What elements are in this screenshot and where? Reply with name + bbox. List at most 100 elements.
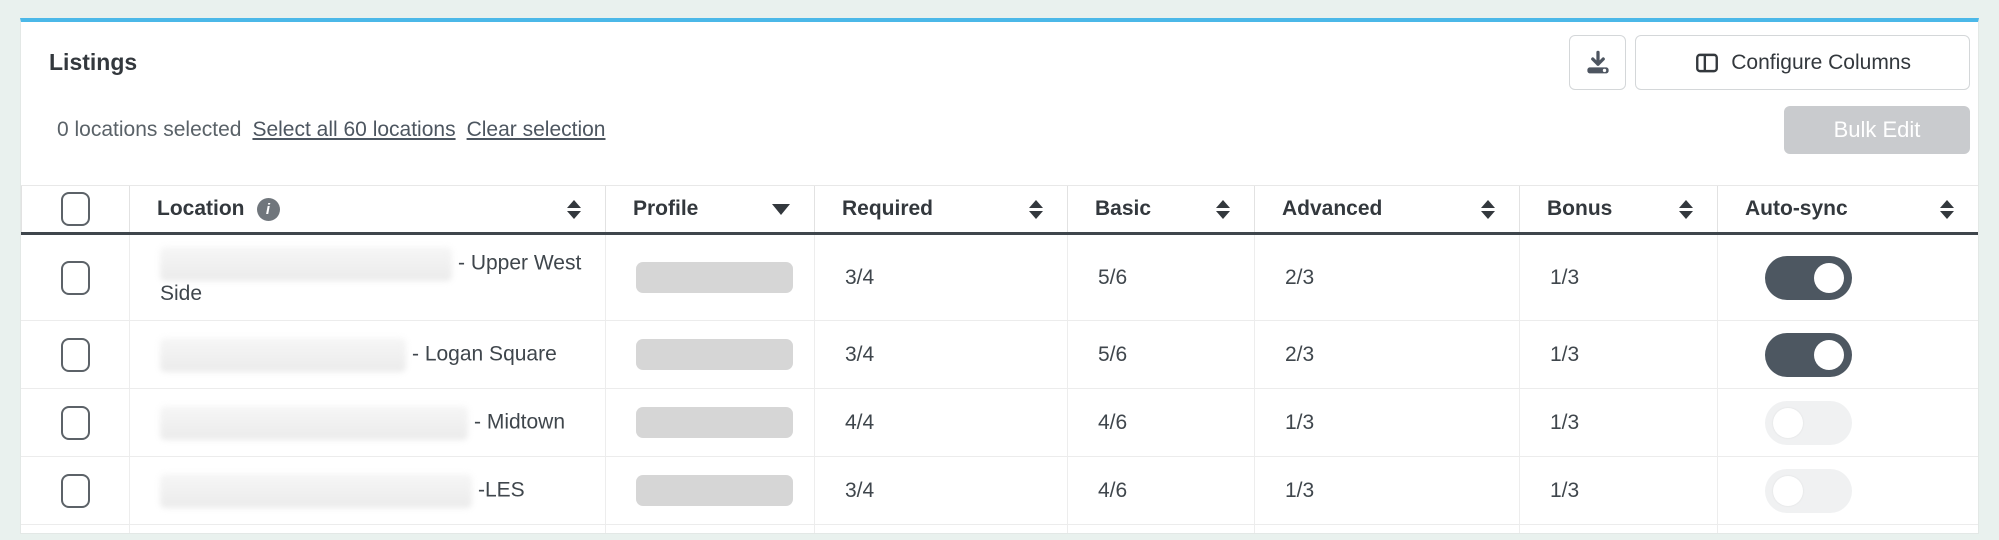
location-suffix: - Midtown <box>474 410 566 434</box>
advanced-value: 2/3 <box>1285 265 1315 289</box>
location-name: - Logan Square <box>160 337 557 372</box>
bonus-value: 1/3 <box>1550 265 1580 289</box>
advanced-cell <box>1254 525 1519 533</box>
bonus-cell: 1/3 <box>1519 389 1717 456</box>
advanced-cell: 1/3 <box>1254 457 1519 524</box>
select-all-checkbox-cell <box>21 186 129 232</box>
bulk-edit-button[interactable]: Bulk Edit <box>1784 106 1970 154</box>
auto-sync-cell <box>1717 457 1978 524</box>
auto-sync-toggle[interactable] <box>1765 255 1852 300</box>
basic-cell: 5/6 <box>1067 235 1254 320</box>
table-header-row: Location i Profile Required Basic Advanc… <box>21 185 1978 235</box>
profile-progress-bar <box>636 262 793 293</box>
redacted-location-name <box>160 405 468 440</box>
column-header-profile[interactable]: Profile <box>605 186 814 232</box>
configure-columns-button[interactable]: Configure Columns <box>1635 35 1970 90</box>
auto-sync-cell <box>1717 525 1978 533</box>
column-label-location: Location <box>157 197 245 220</box>
selection-status: 0 locations selected <box>57 118 242 141</box>
bonus-cell <box>1519 525 1717 533</box>
column-label-basic: Basic <box>1095 197 1152 220</box>
sort-icon[interactable] <box>1940 199 1954 219</box>
toggle-knob <box>1814 262 1844 293</box>
download-button[interactable] <box>1569 35 1627 90</box>
bonus-cell: 1/3 <box>1519 321 1717 388</box>
row-checkbox[interactable] <box>60 337 90 372</box>
auto-sync-toggle[interactable] <box>1765 332 1852 377</box>
redacted-location-name <box>160 247 452 282</box>
sort-icon[interactable] <box>1679 199 1693 219</box>
required-value: 4/4 <box>845 410 875 434</box>
toolbar-buttons: Configure Columns <box>1569 35 1970 90</box>
required-cell: 3/4 <box>814 235 1067 320</box>
basic-value: 5/6 <box>1098 265 1128 289</box>
clear-selection-link[interactable]: Clear selection <box>466 118 606 141</box>
sort-icon[interactable] <box>1481 199 1495 219</box>
column-label-advanced: Advanced <box>1282 197 1383 220</box>
auto-sync-cell <box>1717 321 1978 388</box>
row-checkbox-cell <box>21 389 129 456</box>
advanced-cell: 2/3 <box>1254 235 1519 320</box>
column-header-advanced[interactable]: Advanced <box>1254 186 1519 232</box>
redacted-location-name <box>160 337 406 372</box>
sort-icon[interactable] <box>567 199 581 219</box>
basic-cell: 5/6 <box>1067 321 1254 388</box>
location-name: -LES <box>160 473 525 508</box>
sort-icon[interactable] <box>1029 199 1043 219</box>
bonus-value: 1/3 <box>1550 478 1580 502</box>
auto-sync-toggle[interactable] <box>1765 400 1852 445</box>
advanced-cell: 2/3 <box>1254 321 1519 388</box>
profile-cell <box>605 389 814 456</box>
titlebar: Listings Configure Co <box>21 22 1978 94</box>
required-cell: 3/4 <box>814 457 1067 524</box>
advanced-value: 1/3 <box>1285 410 1315 434</box>
profile-cell <box>605 457 814 524</box>
profile-cell <box>605 235 814 320</box>
bonus-cell: 1/3 <box>1519 457 1717 524</box>
auto-sync-toggle[interactable] <box>1765 468 1852 513</box>
profile-cell <box>605 321 814 388</box>
row-checkbox[interactable] <box>60 473 90 508</box>
location-cell: -LES <box>129 457 605 524</box>
row-checkbox[interactable] <box>60 405 90 440</box>
column-header-bonus[interactable]: Bonus <box>1519 186 1717 232</box>
listings-card: Listings Configure Co <box>20 18 1979 534</box>
profile-cell <box>605 525 814 533</box>
selection-bar: 0 locations selected Select all 60 locat… <box>21 106 1978 154</box>
column-header-required[interactable]: Required <box>814 186 1067 232</box>
table-row: -LES 3/4 4/6 1/3 1/3 <box>21 457 1978 525</box>
table-row: - Upper West Side 3/4 5/6 2/3 1/3 <box>21 235 1978 321</box>
advanced-value: 1/3 <box>1285 478 1315 502</box>
location-cell: - Midtown <box>129 389 605 456</box>
sort-desc-icon[interactable] <box>772 203 790 215</box>
columns-icon <box>1694 50 1720 76</box>
column-label-bonus: Bonus <box>1547 197 1613 220</box>
required-value: 3/4 <box>845 342 875 366</box>
location-suffix: - Logan Square <box>412 342 557 366</box>
required-value: 3/4 <box>845 265 875 289</box>
sort-icon[interactable] <box>1216 199 1230 219</box>
row-checkbox-cell <box>21 235 129 320</box>
location-name: - Midtown <box>160 405 566 440</box>
bonus-value: 1/3 <box>1550 410 1580 434</box>
bonus-value: 1/3 <box>1550 342 1580 366</box>
column-label-auto-sync: Auto-sync <box>1745 197 1848 220</box>
basic-value: 4/6 <box>1098 478 1128 502</box>
download-icon <box>1583 48 1613 78</box>
column-header-basic[interactable]: Basic <box>1067 186 1254 232</box>
toggle-knob <box>1773 407 1803 438</box>
profile-progress-bar <box>636 407 793 438</box>
required-cell: 3/4 <box>814 321 1067 388</box>
table-row: - Logan Square 3/4 5/6 2/3 1/3 <box>21 321 1978 389</box>
select-all-checkbox[interactable] <box>61 192 90 226</box>
auto-sync-cell <box>1717 389 1978 456</box>
select-all-link[interactable]: Select all 60 locations <box>252 118 456 141</box>
basic-value: 5/6 <box>1098 342 1128 366</box>
auto-sync-cell <box>1717 235 1978 320</box>
required-cell <box>814 525 1067 533</box>
info-icon[interactable]: i <box>256 197 280 221</box>
row-checkbox[interactable] <box>60 260 90 295</box>
column-header-auto-sync[interactable]: Auto-sync <box>1717 186 1978 232</box>
row-checkbox-cell <box>21 525 129 533</box>
column-header-location[interactable]: Location i <box>129 186 605 232</box>
